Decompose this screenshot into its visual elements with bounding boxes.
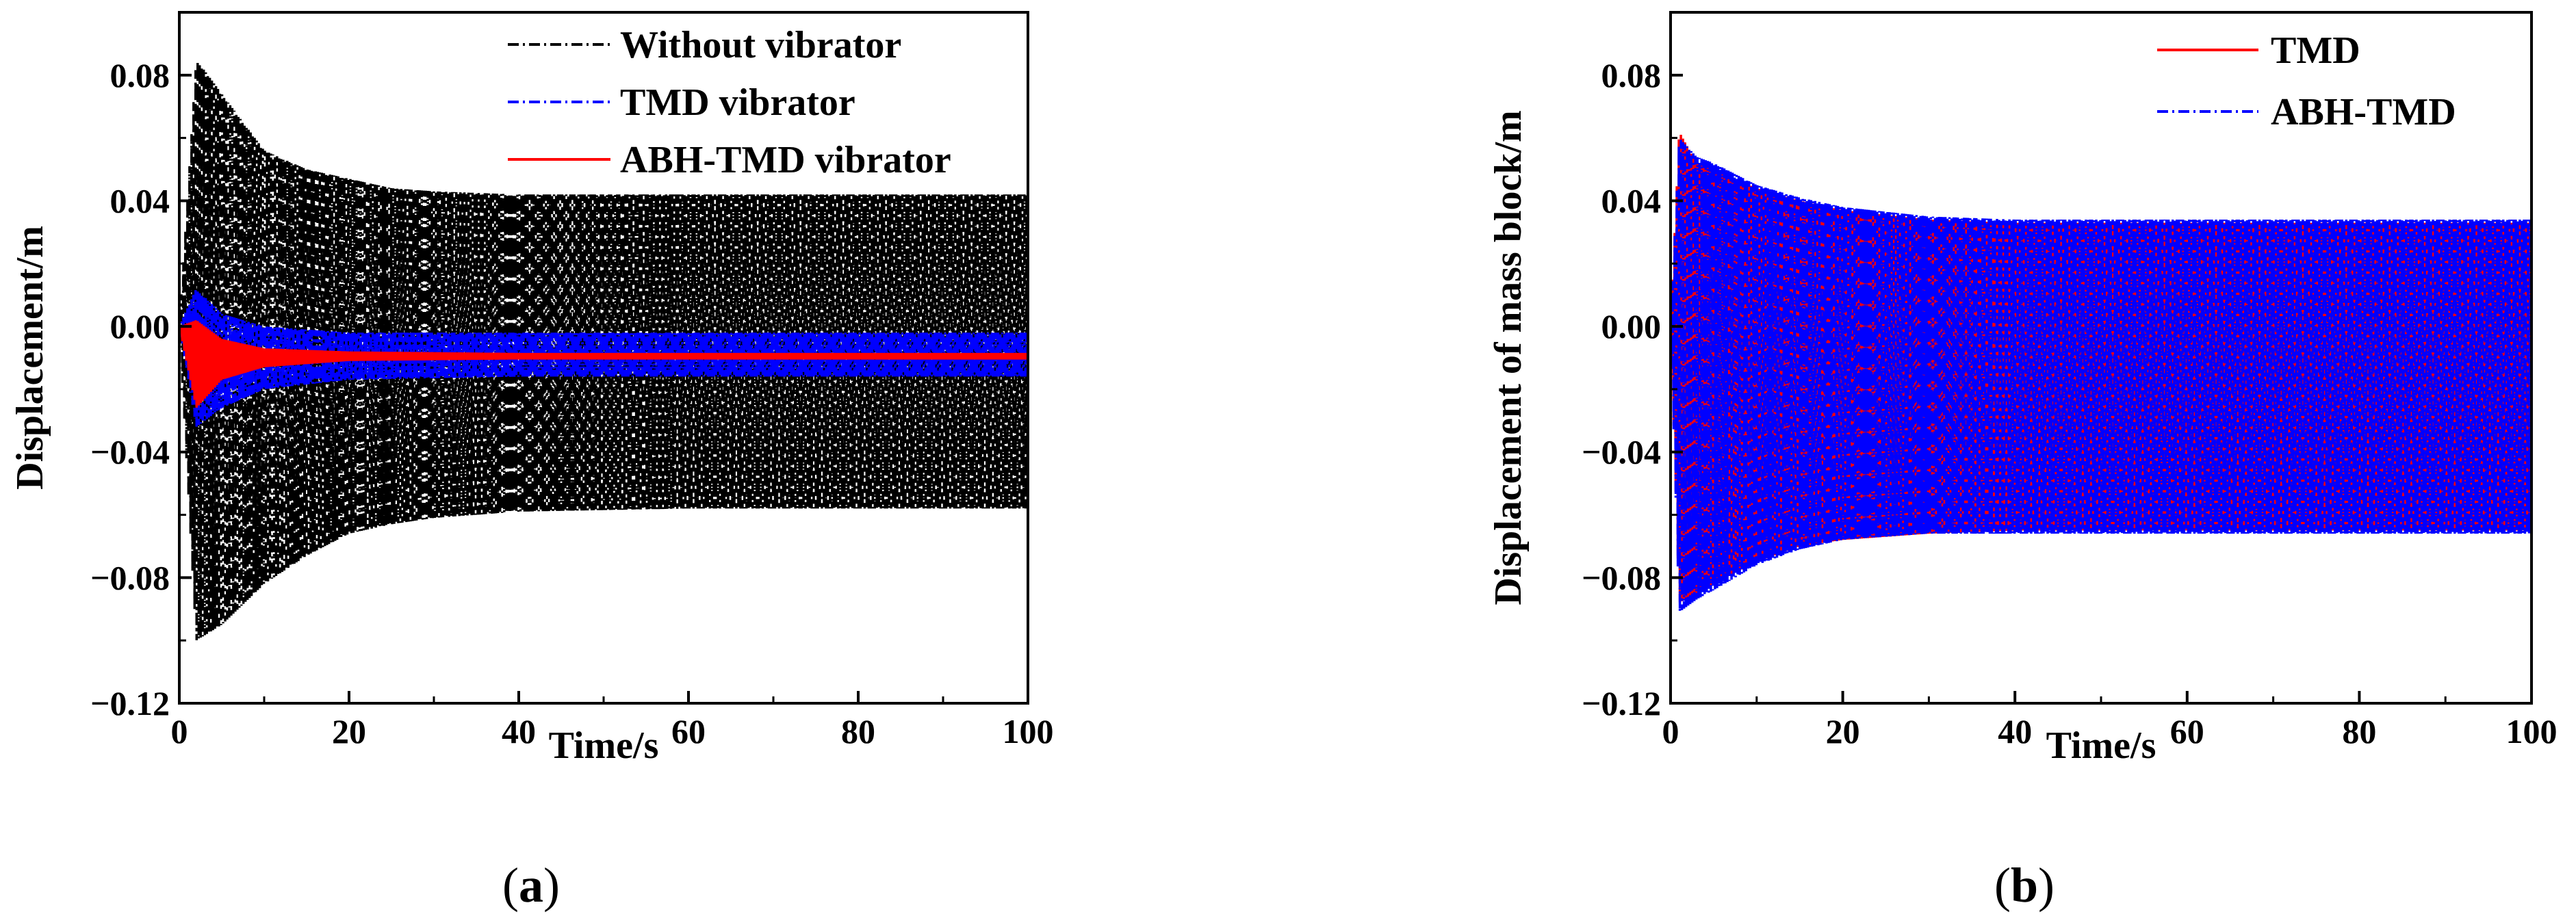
x-tick-label: 80 xyxy=(841,712,875,750)
x-tick-label: 40 xyxy=(1998,712,2032,750)
y-tick-label: −0.12 xyxy=(1582,684,1661,722)
legend-label: Without vibrator xyxy=(620,24,901,66)
y-tick-label: −0.08 xyxy=(1582,558,1661,597)
y-axis-title-b: Displacement of mass block/m xyxy=(1487,110,1530,605)
y-axis-title-a: Displacement/m xyxy=(9,226,51,490)
y-tick-label: 0.04 xyxy=(1601,181,1662,220)
x-axis-b: 0 20 40 60 80 100 xyxy=(1662,691,2558,750)
x-tick-label: 0 xyxy=(171,712,188,750)
x-tick-label: 0 xyxy=(1662,712,1679,750)
chart-b: 0 20 40 60 80 100 −0.12 −0.08 −0.04 0.00 0.04 0.08… xyxy=(1487,11,2558,913)
y-tick-label: −0.04 xyxy=(1582,433,1661,471)
y-tick-label: 0.08 xyxy=(110,56,170,94)
y-axis-b: −0.12 −0.08 −0.04 0.00 0.04 0.08 xyxy=(1582,56,1683,722)
y-tick-label: −0.12 xyxy=(90,684,170,722)
legend-a: Without vibrator TMD vibrator ABH-TMD vibr… xyxy=(508,24,951,181)
x-axis-title-b: Time/s xyxy=(2046,724,2156,767)
series-abh-tmd xyxy=(1671,140,2532,612)
panel-label-a: (a) xyxy=(502,858,560,913)
y-tick-label: 0.00 xyxy=(1601,307,1662,345)
legend-label: TMD xyxy=(2271,29,2360,72)
x-axis-title-a: Time/s xyxy=(549,724,659,767)
plot-area-a xyxy=(179,61,1028,640)
legend-label: TMD vibrator xyxy=(620,81,855,124)
x-tick-label: 40 xyxy=(502,712,536,750)
plot-area-b xyxy=(1671,134,2532,612)
x-tick-label: 60 xyxy=(2170,712,2204,750)
y-axis-a: −0.12 −0.08 −0.04 0.00 0.04 0.08 xyxy=(90,56,192,722)
x-tick-label: 100 xyxy=(2506,712,2558,750)
x-tick-label: 60 xyxy=(671,712,706,750)
panel-label-b: (b) xyxy=(1994,858,2055,913)
legend-b: TMD ABH-TMD xyxy=(2157,29,2456,133)
x-tick-label: 20 xyxy=(1826,712,1860,750)
y-tick-label: 0.04 xyxy=(110,181,170,220)
x-tick-label: 80 xyxy=(2342,712,2376,750)
series-abh-tmd-vibrator xyxy=(179,320,1028,408)
x-tick-label: 100 xyxy=(1003,712,1054,750)
legend-label: ABH-TMD xyxy=(2271,91,2456,133)
y-tick-label: −0.08 xyxy=(90,558,170,597)
chart-a: 0 20 40 60 80 100 −0.12 −0.08 −0.04 0.00 0.04 0.08… xyxy=(9,11,1054,913)
y-tick-label: 0.08 xyxy=(1601,56,1662,94)
x-tick-label: 20 xyxy=(332,712,366,750)
x-axis-a: 0 20 40 60 80 100 xyxy=(171,691,1054,750)
legend-label: ABH-TMD vibrator xyxy=(620,139,951,181)
y-tick-label: −0.04 xyxy=(90,433,170,471)
y-tick-label: 0.00 xyxy=(110,307,170,345)
